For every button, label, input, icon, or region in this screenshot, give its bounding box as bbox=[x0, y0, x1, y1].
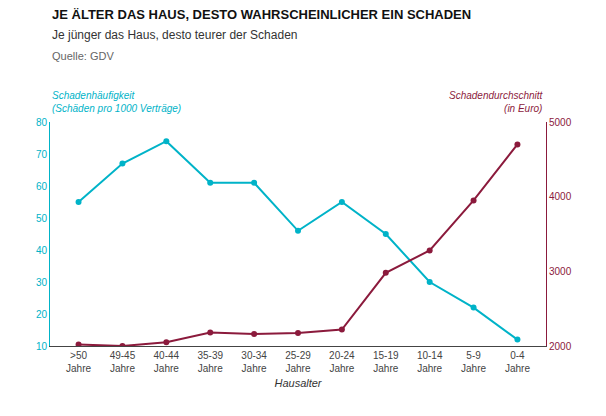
svg-text:5000: 5000 bbox=[549, 117, 572, 128]
svg-text:30-34Jahre: 30-34Jahre bbox=[241, 350, 267, 374]
svg-text:4000: 4000 bbox=[549, 191, 572, 202]
svg-text:40: 40 bbox=[36, 245, 48, 256]
svg-text:3000: 3000 bbox=[549, 266, 572, 277]
svg-text:Je jünger das Haus, desto teur: Je jünger das Haus, desto teurer der Sch… bbox=[52, 28, 297, 42]
svg-text:Schadendurchschnitt(in Euro): Schadendurchschnitt(in Euro) bbox=[449, 90, 544, 114]
svg-text:40-44Jahre: 40-44Jahre bbox=[154, 350, 180, 374]
svg-text:Schadenhäufigkeit(Schäden pro: Schadenhäufigkeit(Schäden pro 1000 Vertr… bbox=[52, 90, 181, 114]
svg-text:80: 80 bbox=[36, 117, 48, 128]
svg-text:25-29Jahre: 25-29Jahre bbox=[285, 350, 311, 374]
svg-text:30: 30 bbox=[36, 277, 48, 288]
svg-text:49-45Jahre: 49-45Jahre bbox=[110, 350, 136, 374]
svg-text:70: 70 bbox=[36, 149, 48, 160]
svg-text:20-24Jahre: 20-24Jahre bbox=[329, 350, 355, 374]
svg-text:35-39Jahre: 35-39Jahre bbox=[197, 350, 223, 374]
svg-text:0-4Jahre: 0-4Jahre bbox=[505, 350, 530, 374]
svg-text:15-19Jahre: 15-19Jahre bbox=[373, 350, 399, 374]
svg-text:Quelle: GDV: Quelle: GDV bbox=[52, 50, 114, 62]
svg-text:20: 20 bbox=[36, 309, 48, 320]
svg-text:10: 10 bbox=[36, 341, 48, 352]
svg-text:2000: 2000 bbox=[549, 341, 572, 352]
svg-text:50: 50 bbox=[36, 213, 48, 224]
svg-text:Hausalter: Hausalter bbox=[274, 377, 322, 389]
svg-text:JE ÄLTER DAS HAUS, DESTO WAHRS: JE ÄLTER DAS HAUS, DESTO WAHRSCHEINLICHE… bbox=[52, 7, 471, 22]
svg-text:60: 60 bbox=[36, 181, 48, 192]
svg-text:10-14Jahre: 10-14Jahre bbox=[417, 350, 443, 374]
svg-text:>50Jahre: >50Jahre bbox=[66, 350, 91, 374]
svg-text:5-9Jahre: 5-9Jahre bbox=[461, 350, 486, 374]
